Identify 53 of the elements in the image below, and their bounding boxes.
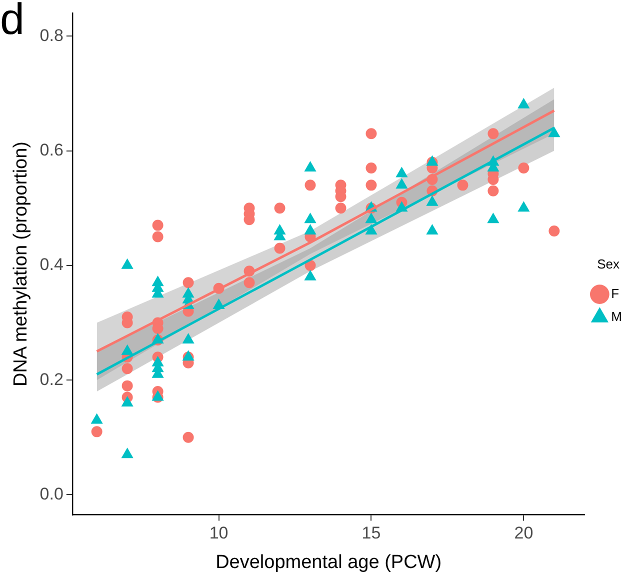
point xyxy=(122,380,133,392)
point xyxy=(518,98,530,108)
y-axis-title: DNA methylation (proportion) xyxy=(10,142,32,386)
point xyxy=(396,178,408,189)
x-tick-label: 10 xyxy=(209,524,228,543)
y-tick-label: 0.2 xyxy=(40,370,64,389)
point xyxy=(488,185,499,196)
point xyxy=(91,414,103,424)
point xyxy=(122,396,134,407)
point xyxy=(304,224,316,235)
x-tick-label: 20 xyxy=(514,524,534,543)
x-axis-title: Developmental age (PCW) xyxy=(216,552,442,573)
point xyxy=(518,202,530,212)
legend-label: M xyxy=(611,308,622,324)
y-tick-label: 0.8 xyxy=(40,26,64,45)
point xyxy=(122,344,134,355)
point xyxy=(396,167,408,178)
point xyxy=(366,128,377,140)
y-tick-label: 0.6 xyxy=(40,140,64,160)
point xyxy=(122,448,134,458)
text: d xyxy=(0,0,24,44)
point xyxy=(366,180,377,191)
x-tick-label: 15 xyxy=(362,524,381,543)
point xyxy=(488,213,499,224)
point xyxy=(518,162,530,174)
point xyxy=(426,196,438,206)
point xyxy=(182,333,194,344)
y-tick-label: 0.0 xyxy=(40,484,64,504)
point xyxy=(91,426,102,438)
legend-label: F xyxy=(611,286,620,301)
point xyxy=(426,224,438,235)
point xyxy=(335,202,346,214)
point xyxy=(304,213,316,224)
point xyxy=(488,128,499,140)
point xyxy=(304,161,316,172)
point xyxy=(366,213,377,224)
point xyxy=(152,231,164,242)
point xyxy=(548,226,560,237)
point xyxy=(304,180,316,191)
point xyxy=(244,277,255,288)
point xyxy=(122,258,134,269)
point xyxy=(366,162,377,174)
point xyxy=(304,270,316,280)
point xyxy=(182,277,194,288)
point xyxy=(274,242,286,254)
point xyxy=(457,180,468,191)
y-tick-label: 0.4 xyxy=(40,255,64,274)
legend-title: Sex xyxy=(597,256,620,272)
point xyxy=(152,220,164,231)
point xyxy=(182,432,194,443)
point xyxy=(122,363,133,374)
point xyxy=(274,202,286,214)
point xyxy=(548,127,560,138)
